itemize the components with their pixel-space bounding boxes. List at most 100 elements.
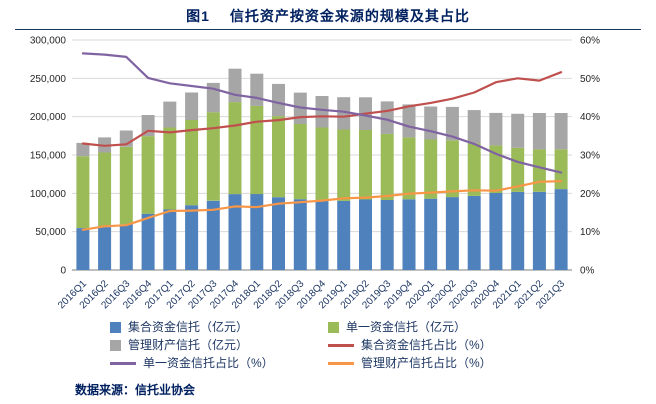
bar-segment [380, 200, 394, 270]
bar-segment [511, 191, 525, 270]
figure-title: 图1 信托资产按资金来源的规模及其占比 [186, 8, 470, 24]
left-axis-tick-label: 300,000 [30, 36, 67, 47]
bar-segment [445, 106, 459, 141]
legend-label: 单一资金信托（亿元） [346, 320, 467, 334]
bar-segment [293, 124, 307, 200]
left-axis-tick-label: 50,000 [35, 227, 66, 238]
bar-segment [141, 136, 155, 214]
title-divider [15, 29, 641, 30]
bar-segment [76, 142, 90, 157]
bar-segment [402, 104, 416, 138]
bar-segment [467, 143, 481, 196]
bar-segment [163, 209, 177, 270]
bar-segment [76, 228, 90, 270]
bar-segment [402, 137, 416, 200]
legend-item-4: 单一资金信托占比（%） [110, 357, 328, 370]
data-source: 数据来源：信托业协会 [75, 383, 196, 397]
bar-segment [119, 224, 133, 270]
bar-segment [489, 145, 503, 193]
bar-segment [228, 68, 242, 103]
bar-segment [424, 198, 438, 270]
bar-segment [119, 146, 133, 225]
legend-line-marker [110, 362, 136, 365]
right-axis-tick-label: 30% [580, 151, 600, 162]
bar-segment [380, 101, 394, 134]
legend-label: 集合资金信托（亿元） [128, 320, 249, 334]
line-series-0 [81, 71, 563, 147]
right-axis-tick-label: 10% [580, 227, 600, 238]
bar-segment [272, 116, 285, 198]
bar-segment [250, 105, 264, 195]
chart-canvas: 0 50,000 100,000 150,000 200,000 250,000 300,0… [30, 36, 600, 312]
bar-segment [228, 194, 242, 270]
bar-segment [554, 149, 568, 190]
legend-item-0: 集合资金信托（亿元） [110, 321, 328, 334]
bar-segment [554, 113, 568, 150]
bar-series-0 [76, 189, 568, 270]
bar-segment [206, 112, 220, 201]
legend-item-1: 单一资金信托（亿元） [328, 321, 546, 334]
left-axis-tick-label: 250,000 [30, 74, 67, 85]
left-axis-tick-label: 200,000 [30, 112, 67, 123]
bar-segment [511, 113, 525, 148]
bar-segment [402, 199, 416, 270]
bar-segment [359, 199, 372, 270]
legend-label: 单一资金信托占比（%） [143, 356, 274, 370]
bar-segment [532, 149, 546, 192]
legend-label: 集合资金信托占比（%） [361, 338, 492, 352]
legend-label: 管理财产信托占比（%） [361, 356, 492, 370]
bar-segment [315, 127, 329, 201]
right-axis-tick-label: 40% [580, 112, 600, 123]
legend-square-marker [328, 322, 339, 333]
bar-segment [467, 195, 481, 270]
bar-segment [532, 191, 546, 270]
bar-segment [185, 120, 199, 206]
right-axis-tick-label: 20% [580, 189, 600, 200]
bar-segment [489, 193, 503, 270]
bar-segment [315, 200, 329, 270]
bar-segment [185, 205, 199, 270]
bar-segment [489, 112, 503, 146]
bar-segment [424, 106, 438, 140]
bar-segment [76, 156, 90, 228]
chart-area: 0 50,000 100,000 150,000 200,000 250,000 300,0… [0, 30, 656, 330]
bar-segment [467, 110, 481, 144]
bar-segment [98, 152, 112, 227]
bar-segment [445, 140, 459, 198]
bar-segment [163, 101, 177, 128]
legend-item-3: 集合资金信托占比（%） [328, 339, 546, 352]
bar-segment [98, 227, 112, 270]
bar-segment [554, 189, 568, 270]
bar-segment [315, 96, 329, 128]
chart-legend: 集合资金信托（亿元） 单一资金信托（亿元） 管理财产信托（亿元） 集合资金信托占比（%… [0, 321, 656, 370]
legend-square-marker [110, 340, 121, 351]
bar-segment [250, 73, 264, 106]
right-axis-tick-label: 60% [580, 36, 600, 47]
legend-line-marker [328, 344, 354, 347]
bar-segment [337, 97, 351, 130]
bar-segment [511, 147, 525, 192]
bar-segment [228, 102, 242, 195]
bar-segment [359, 129, 372, 200]
bar-segment [337, 129, 351, 201]
line-series-2 [81, 180, 563, 231]
bar-series-1 [76, 102, 568, 228]
bar-segment [141, 213, 155, 270]
bar-segment [532, 113, 546, 150]
line-series-1 [81, 52, 563, 174]
legend-line-marker [328, 362, 354, 365]
bar-segment [293, 199, 307, 270]
right-axis-tick-label: 0% [580, 266, 595, 277]
bar-segment [337, 200, 351, 270]
bar-segment [445, 197, 459, 270]
legend-label: 管理财产信托（亿元） [128, 338, 249, 352]
bar-segment [206, 200, 220, 270]
bar-segment [272, 197, 285, 270]
bar-segment [185, 92, 199, 120]
bar-segment [250, 194, 264, 270]
legend-item-2: 管理财产信托（亿元） [110, 339, 328, 352]
legend-square-marker [110, 322, 121, 333]
right-axis-tick-label: 50% [580, 74, 600, 85]
left-axis-tick-label: 0 [60, 266, 66, 277]
bar-segment [163, 127, 177, 210]
